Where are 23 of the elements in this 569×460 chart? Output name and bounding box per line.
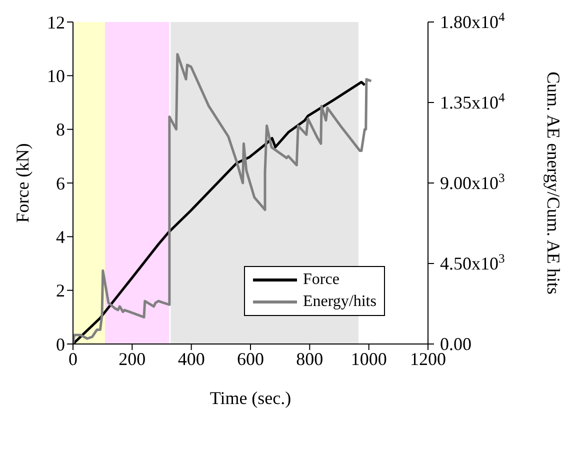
y-tick-label: 12 — [47, 12, 65, 32]
y-tick-label: 0 — [56, 334, 65, 354]
y2-tick-label: 1.35x10$^{4}$ — [440, 90, 506, 112]
y2-tick-label: 1.80x10$^{4}$ — [440, 10, 506, 32]
x-tick-label: 200 — [118, 348, 146, 369]
y-tick-label: 2 — [56, 280, 65, 301]
y2-tick-label: 9.00x10$^{3}$ — [440, 171, 505, 193]
legend-label: Energy/hits — [303, 292, 376, 312]
x-tick-label: 400 — [178, 348, 205, 369]
x-tick-label: 800 — [296, 348, 324, 369]
legend-label: Force — [303, 270, 340, 290]
y-axis-title: Force (kN) — [12, 143, 32, 223]
x-axis-title: Time (sec.) — [210, 388, 292, 408]
x-tick-label: 600 — [237, 348, 264, 369]
y-tick-label: 6 — [56, 173, 65, 194]
y2-axis-title: Cum. AE energy/Cum. AE hits — [544, 72, 564, 294]
y2-tick-label: 0.00 — [440, 334, 472, 354]
y2-tick-label: 4.50x10$^{3}$ — [440, 252, 505, 274]
x-tick-label: 0 — [68, 348, 78, 369]
y-tick-label: 8 — [56, 120, 65, 140]
y-tick-label: 4 — [56, 227, 65, 248]
y-tick-label: 10 — [47, 66, 65, 86]
x-tick-label: 1000 — [350, 348, 387, 369]
